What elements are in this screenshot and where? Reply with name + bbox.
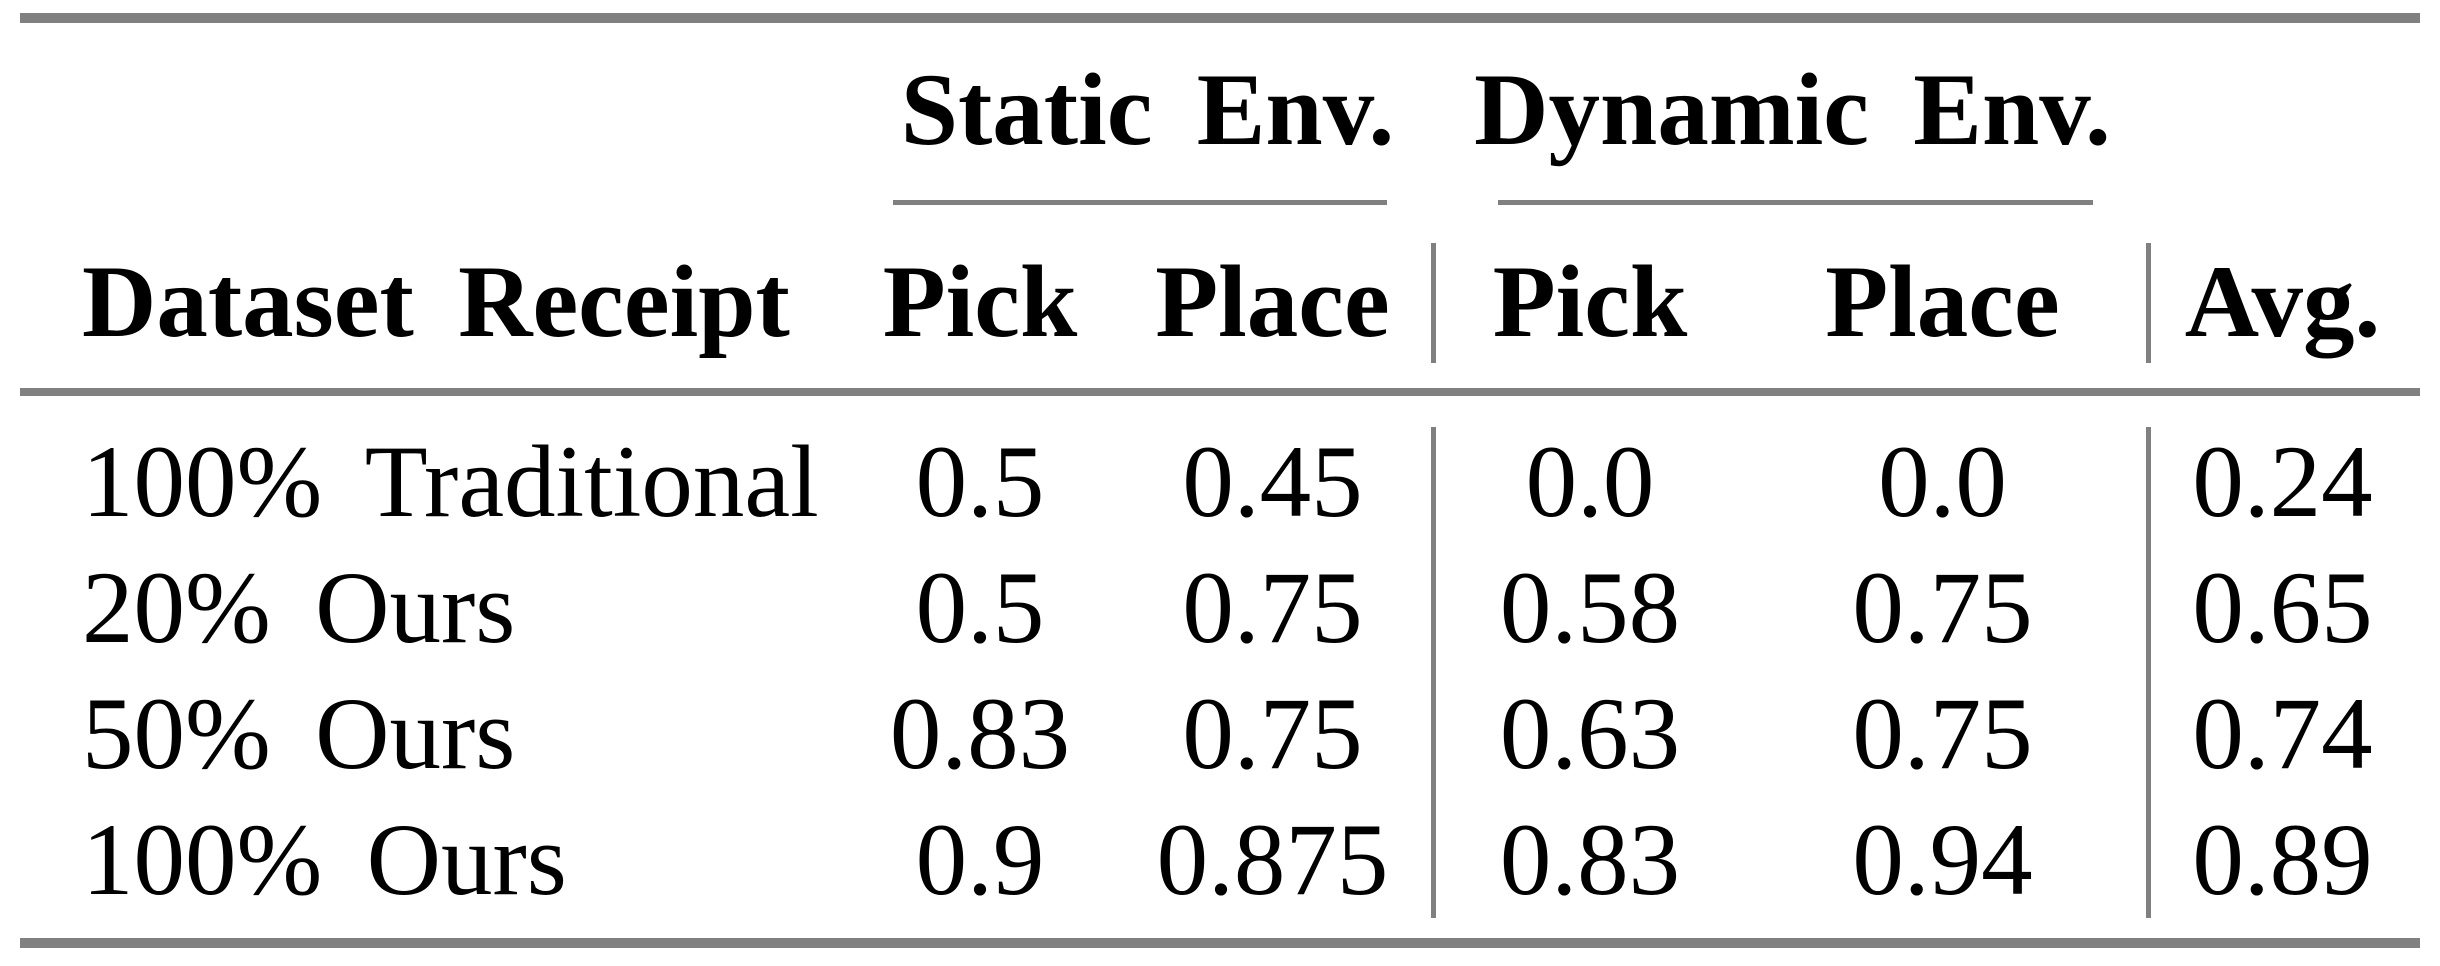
row-label: 50% Ours xyxy=(82,676,516,791)
cell-dynamic-place: 0.94 xyxy=(1852,802,2033,917)
cell-dynamic-pick: 0.63 xyxy=(1499,676,1681,791)
column-group-header-row: Static Env. Dynamic Env. xyxy=(20,40,2420,180)
cell-dynamic-pick: 0.58 xyxy=(1499,550,1681,665)
row-label: 100% Traditional xyxy=(82,424,819,539)
table-row: 100% Ours 0.9 0.875 0.83 0.94 0.89 xyxy=(20,797,2420,923)
table-row: 50% Ours 0.83 0.75 0.63 0.75 0.74 xyxy=(20,671,2420,797)
midrule xyxy=(20,388,2420,396)
cell-avg: 0.65 xyxy=(2192,550,2373,665)
vertical-divider-static-dynamic-body xyxy=(1431,427,1436,918)
cell-static-place: 0.45 xyxy=(1182,424,1363,539)
cell-static-pick: 0.83 xyxy=(889,676,1071,791)
toprule xyxy=(20,13,2420,23)
cell-dynamic-pick: 0.0 xyxy=(1525,424,1655,539)
vertical-divider-place-avg-header xyxy=(2146,243,2151,363)
cell-static-pick: 0.5 xyxy=(915,424,1045,539)
cmidrule-dynamic-env xyxy=(1498,200,2093,205)
col-header-dataset-receipt: Dataset Receipt xyxy=(82,245,790,359)
cell-dynamic-place: 0.75 xyxy=(1852,550,2033,665)
cmidrule-static-env xyxy=(893,200,1387,205)
vertical-divider-place-avg-body xyxy=(2146,427,2151,918)
vertical-divider-static-dynamic-header xyxy=(1431,243,1436,363)
column-header-row: Dataset Receipt Pick Place Pick Place Av… xyxy=(20,235,2420,370)
col-group-dynamic-env: Dynamic Env. xyxy=(1474,52,2111,167)
cell-avg: 0.24 xyxy=(2192,424,2373,539)
cell-avg: 0.89 xyxy=(2192,802,2373,917)
table-row: 20% Ours 0.5 0.75 0.58 0.75 0.65 xyxy=(20,545,2420,671)
cell-avg: 0.74 xyxy=(2192,676,2373,791)
col-group-static-env: Static Env. xyxy=(900,52,1395,167)
cell-static-place: 0.75 xyxy=(1182,676,1363,791)
cell-static-place: 0.875 xyxy=(1156,802,1389,917)
row-label: 100% Ours xyxy=(82,802,567,917)
cell-static-pick: 0.5 xyxy=(915,550,1045,665)
cell-dynamic-place: 0.75 xyxy=(1852,676,2033,791)
col-header-static-place: Place xyxy=(1155,245,1390,359)
row-label: 20% Ours xyxy=(82,550,516,665)
cell-static-pick: 0.9 xyxy=(915,802,1045,917)
cell-dynamic-pick: 0.83 xyxy=(1499,802,1681,917)
cell-static-place: 0.75 xyxy=(1182,550,1363,665)
cell-dynamic-place: 0.0 xyxy=(1878,424,2007,539)
col-header-static-pick: Pick xyxy=(882,245,1078,359)
bottomrule xyxy=(20,938,2420,948)
table-row: 100% Traditional 0.5 0.45 0.0 0.0 0.24 xyxy=(20,419,2420,545)
col-header-dynamic-pick: Pick xyxy=(1492,245,1688,359)
col-header-avg: Avg. xyxy=(2184,245,2381,359)
col-header-dynamic-place: Place xyxy=(1825,245,2060,359)
